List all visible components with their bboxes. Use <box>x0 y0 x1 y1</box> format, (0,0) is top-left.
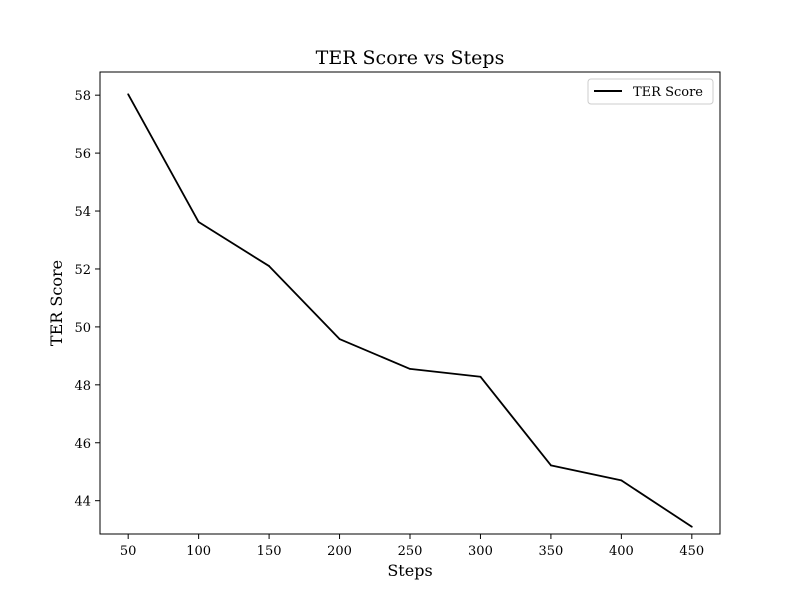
x-tick-label: 100 <box>186 544 211 559</box>
x-axis-ticks: 50 100 150 200 250 300 350 400 450 <box>120 534 704 559</box>
data-point <box>409 367 411 370</box>
y-axis-label: TER Score <box>47 260 66 346</box>
data-point <box>690 525 693 528</box>
data-point <box>197 221 200 223</box>
x-tick-label: 350 <box>538 544 563 559</box>
y-tick-label: 54 <box>74 205 91 220</box>
y-axis-ticks: 44 46 48 50 52 54 56 58 <box>74 89 100 510</box>
data-point <box>550 464 552 467</box>
x-tick-label: 300 <box>468 544 493 559</box>
x-tick-label: 400 <box>609 544 634 559</box>
data-point <box>127 93 130 96</box>
x-tick-label: 450 <box>679 544 704 559</box>
y-tick-label: 58 <box>74 89 91 104</box>
data-point <box>620 479 623 482</box>
x-tick-label: 150 <box>257 544 282 559</box>
legend-box <box>587 78 714 105</box>
legend-entry-ter-score: TER Score <box>633 85 703 100</box>
y-tick-label: 48 <box>74 379 91 394</box>
y-tick-label: 50 <box>74 321 91 336</box>
x-tick-label: 250 <box>398 544 423 559</box>
y-tick-label: 46 <box>74 437 91 452</box>
x-tick-label: 50 <box>120 544 137 559</box>
data-point <box>479 375 482 378</box>
y-tick-label: 52 <box>74 263 91 278</box>
legend: TER Score <box>587 78 714 105</box>
series-layer <box>127 93 693 528</box>
y-tick-label: 44 <box>74 495 91 510</box>
data-point <box>268 265 270 267</box>
x-axis-label: Steps <box>387 561 432 580</box>
y-tick-label: 56 <box>74 147 91 162</box>
plot-frame <box>99 71 721 535</box>
x-tick-label: 200 <box>327 544 352 559</box>
chart-title: TER Score vs Steps <box>316 47 505 69</box>
data-point <box>338 338 341 340</box>
